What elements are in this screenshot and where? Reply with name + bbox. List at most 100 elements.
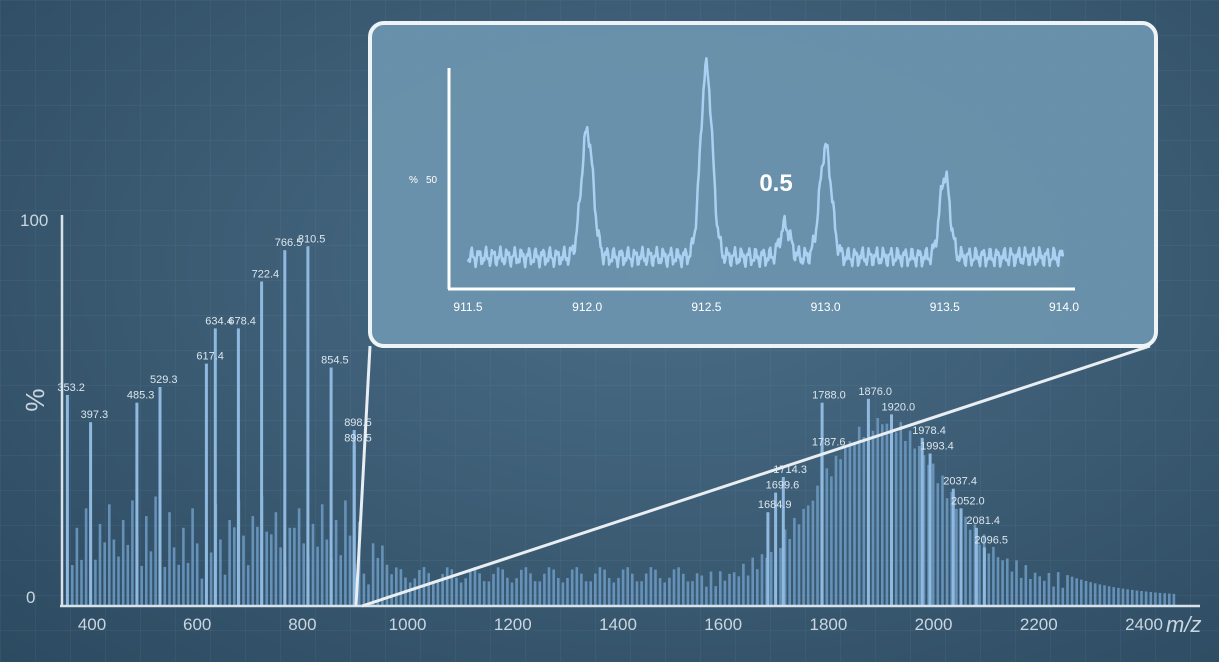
spectrum-bar	[607, 578, 611, 606]
spectrum-bar	[732, 572, 736, 606]
spectrum-bar	[1089, 582, 1092, 606]
spectrum-bar	[209, 552, 213, 606]
spectrum-bar	[783, 529, 787, 606]
spectrum-bar	[191, 508, 194, 607]
spectrum-bar	[538, 581, 542, 606]
spectrum-bar	[413, 578, 417, 606]
spectrum-bar	[265, 531, 268, 606]
spectrum-bar	[709, 571, 713, 606]
inset-x-tick-label: 913.0	[811, 300, 841, 314]
peak-label: 1978.4	[912, 425, 946, 437]
spectrum-bar	[270, 534, 273, 606]
inset-x-ticks: 911.5 912.0 912.5 913.0 913.5 914.0	[453, 300, 1079, 314]
spectrum-bar	[649, 567, 653, 606]
main-x-tick-label: 2200	[1020, 615, 1058, 634]
inset-annotation: 0.5	[759, 170, 792, 197]
spectrum-bar	[1056, 572, 1060, 606]
peak-label: 2037.4	[943, 476, 977, 488]
spectrum-peak-bar	[766, 512, 770, 606]
spectrum-bar	[654, 569, 657, 606]
spectrum-bar	[385, 564, 389, 606]
spectrum-bar	[1019, 577, 1023, 606]
spectrum-bar	[992, 546, 995, 606]
spectrum-bar	[876, 418, 879, 606]
spectrum-bar	[714, 586, 717, 606]
spectrum-bar	[1168, 593, 1171, 606]
spectrum-peak-bar	[89, 422, 93, 606]
spectrum-bar	[348, 535, 352, 606]
spectrum-bar	[598, 567, 602, 606]
spectrum-bar	[668, 577, 671, 606]
spectrum-bar	[1172, 593, 1176, 606]
inset-y-tick-50: 50	[426, 175, 438, 186]
spectrum-bar	[825, 468, 829, 606]
spectrum-peak-bar	[352, 445, 356, 606]
spectrum-bar	[168, 512, 171, 606]
spectrum-bar	[978, 544, 981, 606]
spectrum-bar	[246, 565, 250, 606]
spectrum-bar	[1010, 571, 1014, 606]
zoom-line-left	[354, 345, 372, 607]
spectrum-bar	[1135, 590, 1139, 606]
spectrum-bar	[881, 424, 884, 606]
spectrum-bar	[621, 569, 625, 606]
spectrum-bar	[677, 567, 680, 606]
peak-label: 854.5	[321, 355, 349, 367]
main-x-tick-label: 1000	[389, 615, 427, 634]
peak-label: 766.5	[275, 237, 303, 249]
spectrum-bar	[746, 575, 750, 606]
spectrum-bar	[1163, 593, 1166, 606]
peak-label: 529.3	[150, 374, 178, 386]
spectrum-bar	[432, 581, 435, 606]
spectrum-bar	[1149, 592, 1153, 606]
peak-label: 898.5	[344, 417, 372, 429]
spectrum-bar	[228, 520, 231, 606]
spectrum-bar	[98, 523, 102, 606]
spectrum-bar	[968, 529, 972, 606]
spectrum-bar	[242, 535, 245, 606]
spectrum-bar	[672, 569, 676, 606]
spectrum-bar	[395, 567, 398, 606]
spectrum-bar	[945, 498, 949, 606]
spectrum-bar	[520, 569, 523, 606]
peak-label: 1684.9	[758, 499, 792, 511]
spectrum-peak-bar	[329, 367, 333, 606]
spectrum-bar	[918, 446, 921, 606]
spectrum-bar	[362, 573, 366, 606]
spectrum-bar	[700, 575, 704, 606]
inset-x-tick-label: 911.5	[453, 300, 482, 314]
zoom-line-right	[361, 344, 1151, 608]
spectrum-bar	[1117, 587, 1120, 606]
main-y-tick-0: 0	[26, 588, 35, 607]
spectrum-bar	[1131, 589, 1134, 606]
spectrum-bar	[450, 569, 454, 606]
spectrum-bar	[941, 475, 944, 606]
spectrum-bar	[640, 581, 643, 606]
spectrum-bar	[1047, 573, 1051, 606]
spectrum-bar	[1029, 579, 1032, 606]
spectrum-bar	[756, 569, 759, 606]
spectrum-bar	[561, 582, 565, 606]
peak-label: 2081.4	[966, 515, 1000, 527]
spectrum-bar	[802, 508, 805, 606]
main-x-tick-label: 800	[288, 615, 316, 634]
spectrum-peak-bar	[213, 328, 217, 606]
spectrum-peak-bar	[920, 437, 924, 606]
peak-label: 634.4	[205, 315, 233, 327]
spectrum-bar	[1154, 592, 1157, 606]
spectrum-peak-bar	[158, 387, 162, 606]
spectrum-bar	[233, 527, 236, 606]
inset-x-tick-label: 912.5	[691, 300, 721, 314]
spectrum-bar	[200, 578, 204, 606]
peak-label: 397.3	[81, 409, 109, 421]
spectrum-bar	[445, 567, 449, 606]
spectrum-peak-bar	[890, 414, 893, 606]
spectrum-bar	[904, 441, 907, 606]
spectrum-peak-bar	[781, 477, 785, 606]
spectrum-bar	[797, 524, 801, 606]
spectrum-bar	[543, 573, 546, 606]
spectrum-bar	[367, 584, 370, 606]
spectrum-bar	[103, 542, 106, 606]
peak-label: 1788.0	[812, 390, 846, 402]
